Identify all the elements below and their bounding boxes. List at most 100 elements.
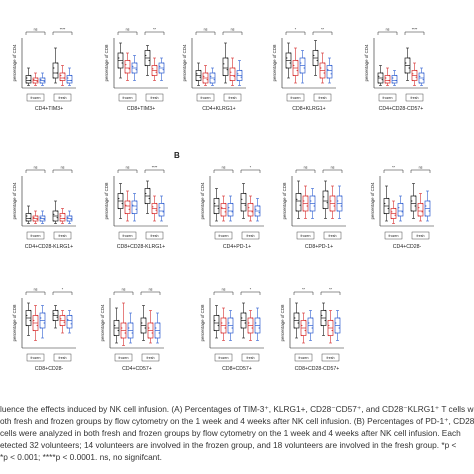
data-point (251, 327, 253, 329)
data-point (255, 332, 257, 334)
data-point (419, 75, 421, 77)
data-point (56, 62, 58, 64)
significance-bracket (240, 291, 261, 295)
data-point (395, 74, 397, 77)
data-point (40, 317, 42, 319)
box (240, 193, 247, 212)
data-point (392, 82, 394, 84)
data-point (231, 211, 233, 213)
data-point (231, 202, 233, 205)
significance-bracket (295, 169, 316, 173)
data-point (224, 211, 226, 213)
data-point (248, 215, 250, 217)
data-point (70, 79, 72, 82)
data-point (228, 215, 230, 217)
group-label: fresh (247, 356, 255, 360)
y-axis-label: percentage of CD8 (282, 182, 287, 219)
significance-label: ns (386, 28, 390, 32)
data-point (422, 72, 424, 74)
data-point (118, 57, 120, 59)
group-label-box (411, 231, 430, 240)
caption-line: *p < 0.001; ****p < 0.0001. ns, no signi… (0, 452, 162, 462)
data-point (206, 72, 208, 74)
y-axis-label: percentage of CD4 (364, 44, 369, 81)
data-point (411, 210, 413, 212)
data-point (196, 73, 198, 75)
data-point (33, 79, 35, 81)
y-axis-label: percentage of CD4 (100, 304, 105, 341)
box (158, 203, 165, 217)
panel-title: CD4+CD28- (393, 244, 422, 250)
significance-label: ns (126, 28, 130, 32)
data-point (40, 327, 42, 329)
significance-bracket (377, 31, 398, 35)
group-label-box (26, 93, 45, 102)
group-label: fresh (417, 234, 425, 238)
data-point (128, 208, 130, 210)
data-point (131, 322, 133, 324)
group-label-box (118, 231, 137, 240)
group-label-box (214, 231, 233, 240)
data-point (428, 210, 430, 212)
data-point (320, 67, 322, 69)
data-point (330, 73, 332, 75)
data-point (121, 52, 123, 54)
data-point (60, 220, 62, 222)
group-label-box (53, 93, 72, 102)
significance-bracket (144, 31, 165, 35)
data-point (213, 79, 215, 81)
data-point (228, 207, 230, 209)
data-point (114, 334, 116, 337)
data-point (56, 210, 58, 212)
data-point (425, 215, 427, 217)
data-point (135, 69, 137, 71)
box (124, 60, 131, 74)
y-axis-label: percentage of CD4 (370, 182, 375, 219)
data-point (148, 59, 150, 62)
data-point (299, 192, 301, 195)
box (66, 75, 73, 84)
box-plot-panel: percentage of CD8 CD8+CD28-KLRG1+ frozen ns… (104, 166, 168, 250)
data-point (117, 319, 119, 322)
data-point (405, 72, 407, 74)
data-point (217, 324, 219, 327)
data-point (388, 79, 390, 82)
data-point (132, 72, 134, 74)
data-point (26, 82, 28, 84)
group-label: frozen (299, 356, 309, 360)
group-label-box (378, 93, 397, 102)
data-point (155, 71, 157, 73)
data-point (70, 314, 72, 317)
data-point (148, 187, 150, 190)
box (131, 200, 138, 214)
data-point (331, 319, 333, 322)
data-point (63, 77, 65, 79)
group-label: fresh (247, 234, 255, 238)
group-label: frozen (123, 96, 133, 100)
data-point (333, 205, 335, 207)
data-point (395, 79, 397, 82)
data-point (327, 69, 329, 71)
significance-bracket (117, 169, 138, 173)
data-point (248, 332, 250, 334)
data-point (60, 324, 62, 327)
data-point (148, 327, 150, 329)
data-point (155, 64, 157, 67)
data-point (378, 82, 380, 84)
data-point (124, 322, 126, 324)
significance-bracket (404, 31, 425, 35)
significance-label: ** (392, 166, 395, 170)
data-point (313, 205, 315, 207)
data-point (214, 329, 216, 332)
data-point (148, 337, 150, 339)
box-plot-panel: percentage of CD8 CD8+CD28-CD57+ frozen ** f… (280, 288, 344, 372)
box (417, 203, 424, 217)
group-label: fresh (319, 96, 327, 100)
data-point (418, 207, 420, 209)
box-plot-panel: percentage of CD8 CD8+CD57+ frozen ns fresh * (200, 288, 264, 372)
data-point (40, 82, 42, 84)
data-point (53, 220, 55, 222)
data-point (144, 317, 146, 319)
data-point (223, 63, 225, 65)
data-point (331, 329, 333, 332)
